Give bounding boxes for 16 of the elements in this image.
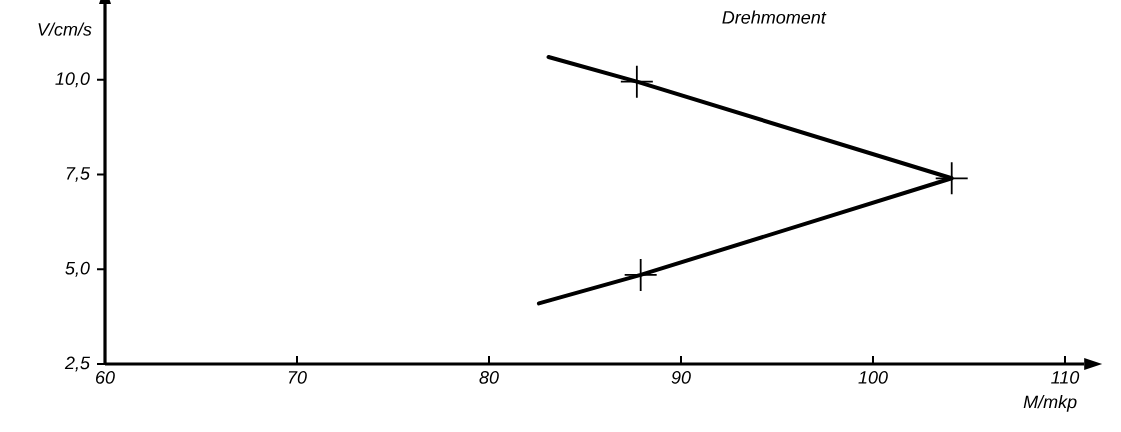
x-tick-label: 60 <box>96 371 115 384</box>
point <box>624 258 657 291</box>
x-tick-label: 100 <box>858 371 888 384</box>
x-tick-label: 70 <box>288 371 307 384</box>
y-tick-label: 7,5 <box>66 167 90 182</box>
chart-title: Drehmoment <box>722 10 827 24</box>
y-tick-label: 5,0 <box>65 261 90 277</box>
x-tick-label: 80 <box>479 371 499 384</box>
x-tick-label: 90 <box>671 371 691 384</box>
x-tick-label: 110 <box>1051 371 1080 384</box>
y-tick-label: 10,0 <box>55 72 90 88</box>
point <box>935 162 968 195</box>
point <box>620 65 653 98</box>
x-axis-title: M/mkp <box>1023 395 1077 412</box>
y-tick-label: 2,5 <box>64 356 90 372</box>
y-axis-title: V/cm/s <box>38 22 92 36</box>
